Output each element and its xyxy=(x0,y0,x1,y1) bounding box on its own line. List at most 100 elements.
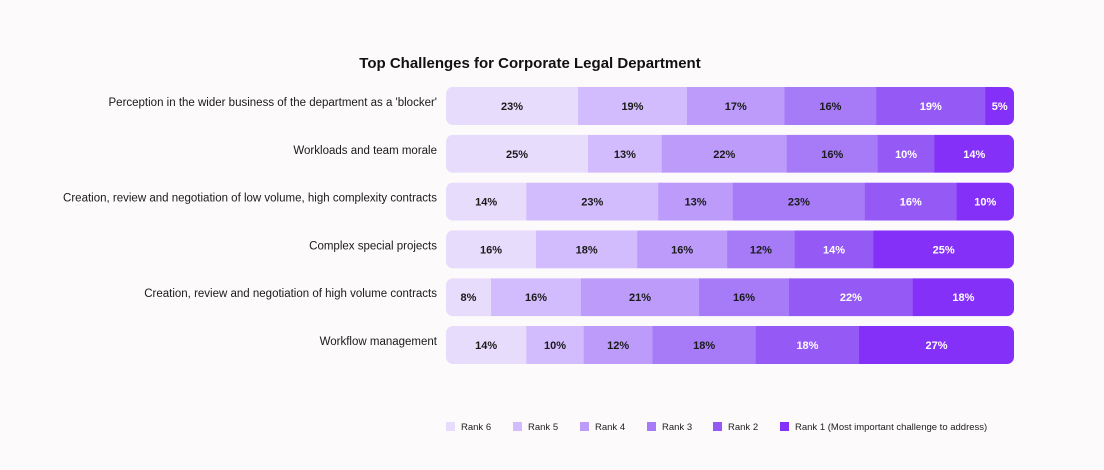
bar-segment xyxy=(873,230,1014,269)
segment-value-label: 10% xyxy=(974,197,996,209)
segment-value-label: 16% xyxy=(525,292,547,304)
segment-value-label: 17% xyxy=(725,101,747,113)
legend: Rank 6 Rank 5 Rank 4 Rank 3 Rank 2 Rank 1 (Mo… xyxy=(446,422,987,433)
bar-segments xyxy=(446,87,1014,125)
bar-segment xyxy=(446,87,579,125)
legend-swatch xyxy=(780,422,789,431)
legend-item: Rank 2 xyxy=(713,422,758,433)
segment-value-label: 27% xyxy=(926,340,948,352)
segment-value-label: 16% xyxy=(821,149,843,161)
segment-value-label: 5% xyxy=(992,101,1008,113)
segment-value-label: 25% xyxy=(506,149,528,161)
bar-segment xyxy=(934,134,1014,173)
bar-row: Complex special projects 16% 18% 16% 12% 14% 2… xyxy=(309,230,1014,269)
bar-segment xyxy=(526,182,659,221)
bar-segment xyxy=(859,326,1014,364)
legend-item: Rank 3 xyxy=(647,422,692,433)
segment-value-label: 22% xyxy=(713,149,735,161)
segment-value-label: 12% xyxy=(750,244,772,256)
legend-swatch xyxy=(513,422,522,431)
bar-rows: Perception in the wider business of the … xyxy=(63,87,1014,364)
bar-row: Perception in the wider business of the … xyxy=(109,87,1014,125)
bar-segment xyxy=(637,230,728,269)
bar-segment xyxy=(912,278,1014,317)
bar-segment xyxy=(526,326,585,364)
bar-segment xyxy=(786,134,879,173)
bar-row: Workflow management 14% 10% 12% 18% 18% 27% xyxy=(320,326,1014,364)
segment-value-label: 13% xyxy=(614,149,636,161)
segment-value-label: 14% xyxy=(475,197,497,209)
bar-segments xyxy=(446,230,1014,269)
bar-segment xyxy=(727,230,796,269)
segment-value-label: 16% xyxy=(671,244,693,256)
segment-value-label: 10% xyxy=(544,340,566,352)
legend-label: Rank 1 (Most important challenge to addr… xyxy=(795,422,987,433)
segment-value-label: 14% xyxy=(823,244,845,256)
bar-segment xyxy=(755,326,860,364)
segment-value-label: 21% xyxy=(629,292,651,304)
legend-label: Rank 2 xyxy=(728,422,758,433)
segment-value-label: 16% xyxy=(480,244,502,256)
bar-segment xyxy=(864,182,958,221)
bar-segment xyxy=(583,326,654,364)
legend-label: Rank 5 xyxy=(528,422,558,433)
segment-value-label: 19% xyxy=(621,101,643,113)
segment-value-label: 16% xyxy=(733,292,755,304)
segment-value-label: 22% xyxy=(840,292,862,304)
bar-segments xyxy=(446,326,1014,364)
segment-value-label: 10% xyxy=(895,149,917,161)
category-label: Workloads and team morale xyxy=(293,145,437,157)
bar-segment xyxy=(580,278,700,317)
category-label: Complex special projects xyxy=(309,240,437,252)
bar-segment xyxy=(588,134,663,173)
segment-value-label: 14% xyxy=(475,340,497,352)
segment-value-label: 8% xyxy=(461,292,477,304)
category-label: Workflow management xyxy=(320,336,438,348)
bar-segments xyxy=(446,134,1014,173)
bar-segment xyxy=(446,182,527,221)
bar-row: Workloads and team morale 25% 13% 22% 16% 10%… xyxy=(293,134,1014,173)
segment-value-label: 18% xyxy=(576,244,598,256)
category-label: Perception in the wider business of the … xyxy=(109,97,438,109)
category-label: Creation, review and negotiation of low … xyxy=(63,193,437,205)
legend-swatch xyxy=(446,422,455,431)
bar-segment xyxy=(490,278,582,317)
legend-item: Rank 6 xyxy=(446,422,491,433)
bar-segment xyxy=(732,182,866,221)
legend-label: Rank 6 xyxy=(461,422,491,433)
bar-segment xyxy=(652,326,757,364)
bar-row: Creation, review and negotiation of high… xyxy=(144,278,1014,317)
legend-item: Rank 1 (Most important challenge to addr… xyxy=(780,422,987,433)
bar-segment xyxy=(956,182,1014,221)
segment-value-label: 18% xyxy=(952,292,974,304)
bar-row: Creation, review and negotiation of low … xyxy=(63,182,1014,221)
segment-value-label: 13% xyxy=(685,197,707,209)
category-label: Creation, review and negotiation of high… xyxy=(144,288,437,300)
segment-value-label: 18% xyxy=(693,340,715,352)
bar-segments xyxy=(446,182,1014,221)
bar-segment xyxy=(661,134,788,173)
segment-value-label: 14% xyxy=(963,149,985,161)
bar-segments xyxy=(446,278,1014,317)
bar-segment xyxy=(446,230,537,269)
bar-segment xyxy=(985,87,1014,125)
bar-segment xyxy=(789,278,914,317)
segment-value-label: 25% xyxy=(933,244,955,256)
bar-segment xyxy=(699,278,790,317)
bar-segment xyxy=(686,87,786,125)
bar-segment xyxy=(446,134,589,173)
legend-swatch xyxy=(580,422,589,431)
bar-segment xyxy=(784,87,877,125)
legend-label: Rank 3 xyxy=(662,422,692,433)
legend-label: Rank 4 xyxy=(595,422,625,433)
segment-value-label: 16% xyxy=(900,197,922,209)
bar-segment xyxy=(658,182,734,221)
legend-swatch xyxy=(713,422,722,431)
segment-value-label: 23% xyxy=(581,197,603,209)
bar-segment xyxy=(577,87,688,125)
chart-title: Top Challenges for Corporate Legal Depar… xyxy=(359,55,700,72)
bar-segment xyxy=(876,87,986,125)
bar-segment xyxy=(535,230,638,269)
bar-segment xyxy=(446,326,527,364)
